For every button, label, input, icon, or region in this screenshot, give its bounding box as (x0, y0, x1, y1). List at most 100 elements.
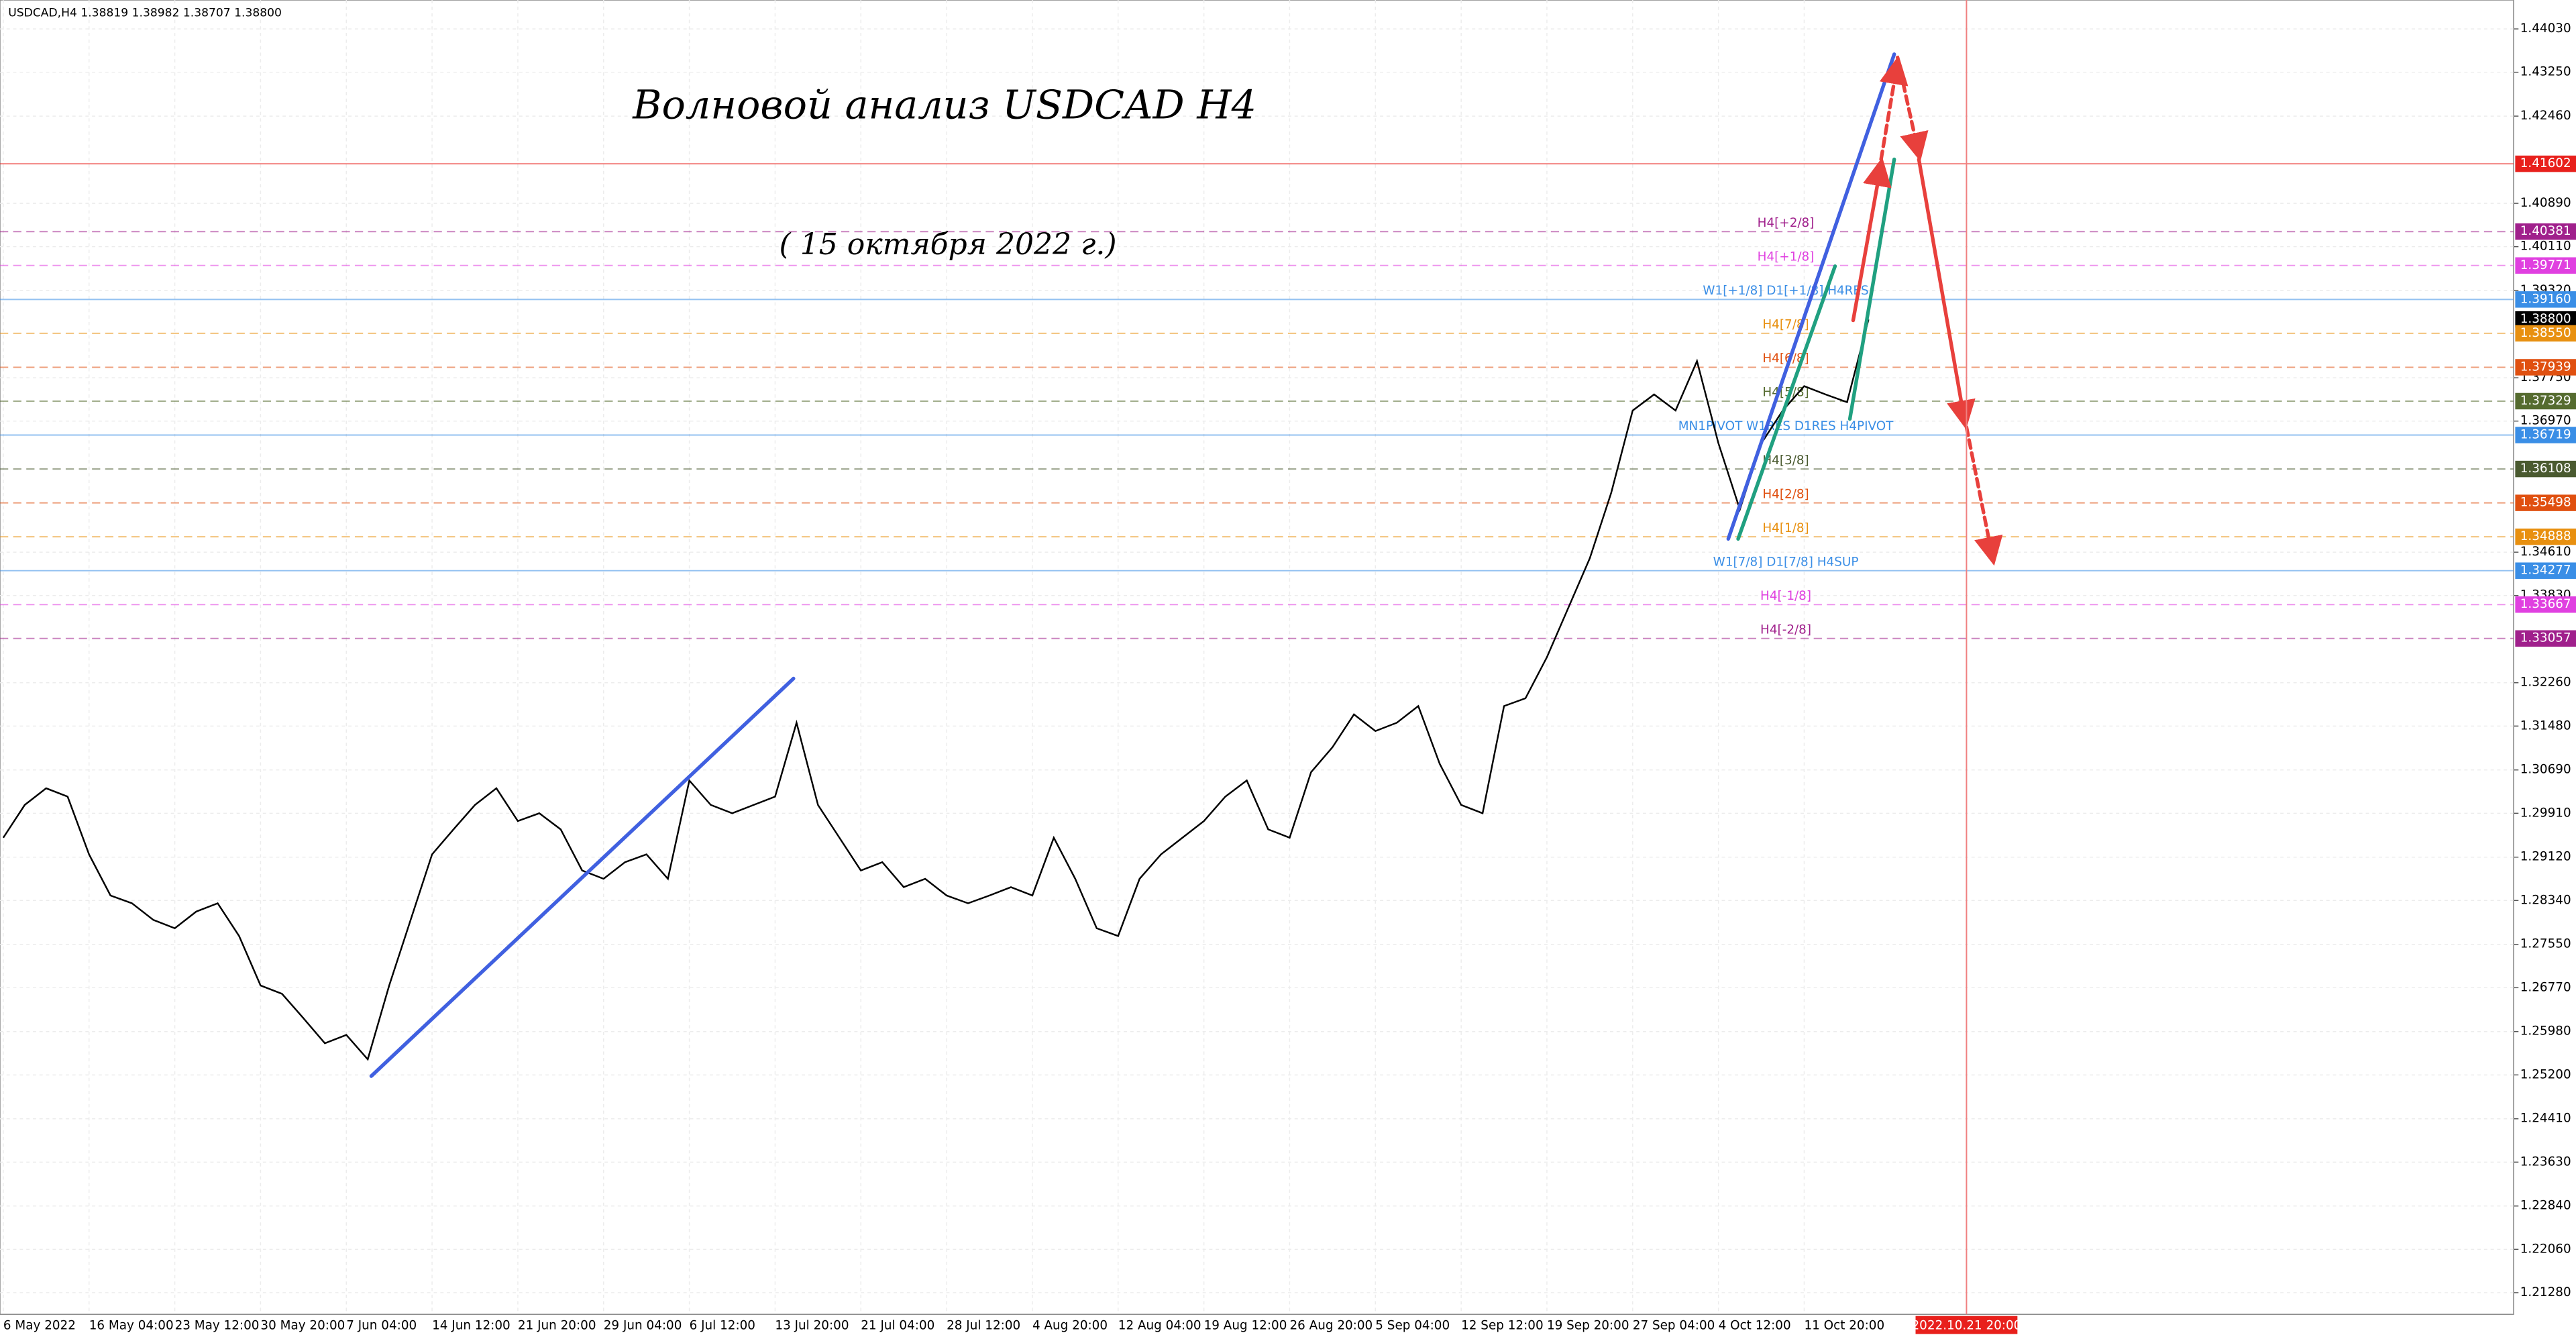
level-name: H4[5/8] (1762, 386, 1809, 400)
price-box-label: 1.34888 (2520, 529, 2571, 543)
x-tick-label: 5 Sep 04:00 (1375, 1318, 1450, 1332)
x-tick-label: 19 Aug 12:00 (1204, 1318, 1287, 1332)
wave-arrow (1895, 56, 1929, 162)
x-tick-label: 12 Aug 04:00 (1118, 1318, 1201, 1332)
price-box-label: 1.40381 (2520, 224, 2571, 238)
price-box-label: 1.38550 (2520, 326, 2571, 340)
price-box-label: 1.37939 (2520, 360, 2571, 374)
price-box-label: 1.38800 (2520, 312, 2571, 326)
x-tick-label: 11 Oct 20:00 (1804, 1318, 1884, 1332)
price-box (2515, 528, 2576, 545)
y-tick-label: 1.34610 (2520, 545, 2571, 559)
vline-label: 2022.10.21 20:00 (1911, 1318, 2021, 1332)
price-box-label: 1.36719 (2520, 427, 2571, 441)
price-box-label: 1.34277 (2520, 564, 2571, 578)
price-box (2515, 257, 2576, 274)
y-tick-label: 1.29910 (2520, 806, 2571, 820)
x-tick-label: 6 May 2022 (3, 1318, 76, 1332)
price-box (2515, 155, 2576, 172)
symbol-header: USDCAD,H4 1.38819 1.38982 1.38707 1.3880… (8, 7, 282, 20)
x-tick-label: 6 Jul 12:00 (690, 1318, 755, 1332)
x-tick-label: 13 Jul 20:00 (775, 1318, 849, 1332)
wave-line (369, 676, 796, 1078)
level-name: H4[2/8] (1762, 487, 1809, 501)
x-tick-label: 28 Jul 12:00 (947, 1318, 1020, 1332)
x-tick-label: 30 May 20:00 (260, 1318, 345, 1332)
level-name: W1[+1/8] D1[+1/8] H4RES (1703, 284, 1868, 298)
price-box (2515, 427, 2576, 443)
x-tick-label: 23 May 12:00 (175, 1318, 260, 1332)
price-box (2515, 562, 2576, 579)
vline-label-box (1915, 1316, 2018, 1334)
chart-subtitle: ( 15 октября 2022 г.) (779, 227, 1116, 262)
y-tick-label: 1.44030 (2520, 21, 2571, 36)
level-name: H4[7/8] (1762, 318, 1809, 332)
y-tick-label: 1.27550 (2520, 937, 2571, 951)
price-box (2515, 460, 2576, 478)
x-tick-label: 4 Oct 12:00 (1719, 1318, 1791, 1332)
wave-annotations (369, 52, 2003, 1078)
y-tick-label: 1.32260 (2520, 676, 2571, 690)
price-box-label: 1.41602 (2520, 156, 2571, 170)
wave-arrow (1917, 157, 1976, 430)
price-box (2515, 596, 2576, 613)
price-box-label: 1.33667 (2520, 597, 2571, 611)
y-tick-label: 1.40110 (2520, 239, 2571, 254)
wave-line (1726, 52, 1896, 541)
price-box (2515, 494, 2576, 511)
level-name: H4[-2/8] (1760, 623, 1811, 637)
x-tick-label: 12 Sep 12:00 (1461, 1318, 1544, 1332)
x-tick-label: 19 Sep 20:00 (1547, 1318, 1629, 1332)
wave-line (1847, 157, 1896, 421)
price-box (2515, 311, 2576, 328)
price-line (2, 319, 1870, 1061)
y-tick-label: 1.25200 (2520, 1067, 2571, 1081)
y-tick-label: 1.25980 (2520, 1024, 2571, 1038)
y-tick-label: 1.42460 (2520, 109, 2571, 123)
y-tick-label: 1.29120 (2520, 850, 2571, 864)
x-tick-label: 26 Aug 20:00 (1289, 1318, 1373, 1332)
y-tick-label: 1.43250 (2520, 65, 2571, 79)
y-tick-label: 1.23630 (2520, 1155, 2571, 1169)
x-tick-label: 16 May 04:00 (89, 1318, 174, 1332)
price-box-label: 1.37329 (2520, 394, 2571, 408)
price-box-label: 1.33057 (2520, 631, 2571, 645)
wave-arrow (1879, 55, 1909, 162)
price-box (2515, 359, 2576, 376)
level-name: H4[1/8] (1762, 521, 1809, 535)
x-tick-label: 21 Jun 20:00 (518, 1318, 596, 1332)
chart-title: Волновой анализ USDCAD H4 (632, 82, 1256, 128)
price-box (2515, 223, 2576, 240)
price-box-label: 1.35498 (2520, 496, 2571, 510)
x-tick-label: 21 Jul 04:00 (861, 1318, 934, 1332)
price-box (2515, 630, 2576, 647)
y-tick-label: 1.30690 (2520, 763, 2571, 777)
wave-arrow (1964, 425, 2003, 566)
price-box (2515, 325, 2576, 342)
level-name: H4[+2/8] (1758, 216, 1815, 230)
y-tick-label: 1.21280 (2520, 1285, 2571, 1299)
price-box-label: 1.39160 (2520, 292, 2571, 306)
y-tick-label: 1.36970 (2520, 414, 2571, 428)
y-tick-label: 1.24410 (2520, 1112, 2571, 1126)
level-name: H4[-1/8] (1760, 589, 1811, 603)
y-tick-label: 1.31480 (2520, 718, 2571, 733)
y-tick-label: 1.22060 (2520, 1242, 2571, 1256)
level-name: H4[3/8] (1762, 453, 1809, 468)
y-tick-label: 1.26770 (2520, 980, 2571, 994)
x-tick-label: 27 Sep 04:00 (1633, 1318, 1715, 1332)
x-tick-label: 7 Jun 04:00 (346, 1318, 417, 1332)
level-name: W1[7/8] D1[7/8] H4SUP (1713, 555, 1859, 569)
wave-arrow (1851, 157, 1892, 323)
wave-line (1736, 264, 1837, 541)
price-box-label: 1.36108 (2520, 462, 2571, 476)
x-tick-label: 14 Jun 12:00 (432, 1318, 511, 1332)
price-box (2515, 392, 2576, 410)
price-box-label: 1.39771 (2520, 258, 2571, 272)
level-name: H4[+1/8] (1758, 250, 1815, 264)
price-box (2515, 291, 2576, 308)
level-name: MN1PIVOT W1RES D1RES H4PIVOT (1678, 419, 1894, 433)
level-name: H4[6/8] (1762, 352, 1809, 366)
